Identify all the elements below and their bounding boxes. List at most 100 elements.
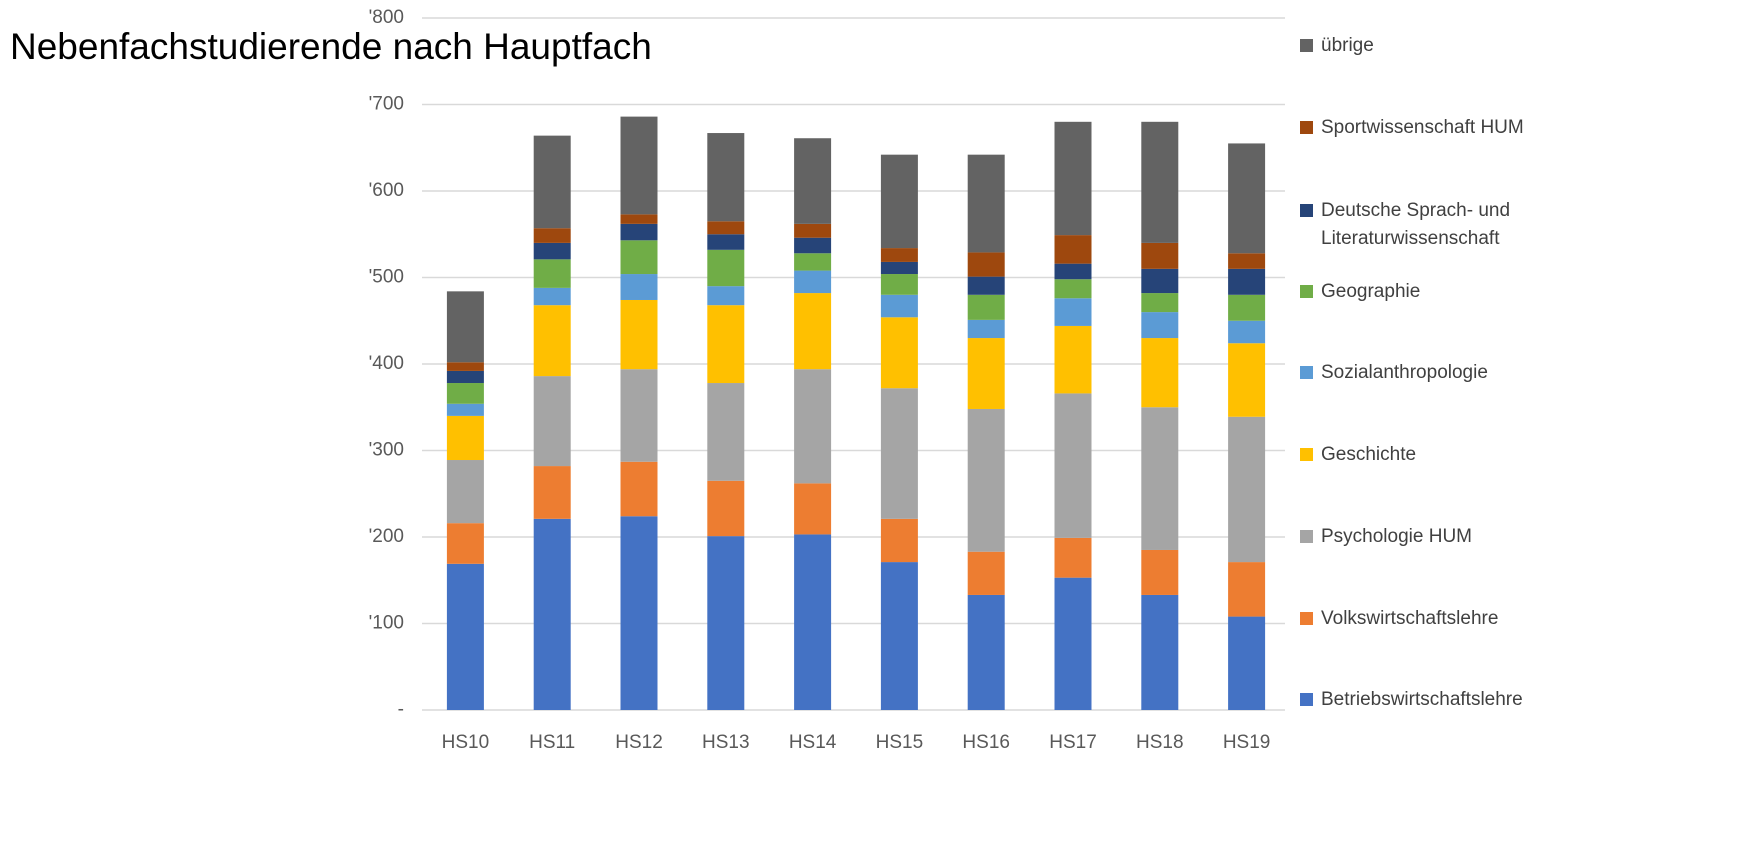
bar-segment <box>446 291 484 363</box>
bar-segment <box>1054 263 1092 280</box>
bar-segment <box>707 383 745 481</box>
legend-swatch <box>1300 285 1313 298</box>
bar-segment <box>620 299 658 370</box>
bar-segment <box>880 518 918 563</box>
bar-segment <box>1228 294 1266 321</box>
bar-segment <box>1141 594 1179 710</box>
y-tick-label: '100 <box>369 613 404 634</box>
legend-item: Deutsche Sprach- und Literaturwissenscha… <box>1300 197 1540 253</box>
x-tick-label: HS18 <box>1136 732 1184 753</box>
bar-segment <box>707 234 745 250</box>
bar-segment <box>707 249 745 287</box>
legend-label: Deutsche Sprach- und Literaturwissenscha… <box>1321 200 1511 249</box>
bar-segment <box>794 483 832 535</box>
legend-item: Geographie <box>1300 278 1540 306</box>
bar-segment <box>967 319 1005 339</box>
bar-segment <box>446 460 484 524</box>
bar-segment <box>967 338 1005 409</box>
bar-segment <box>533 228 571 243</box>
bar-segment <box>446 403 484 416</box>
bar-segment <box>794 223 832 238</box>
legend-swatch <box>1300 448 1313 461</box>
bar-segment <box>1054 537 1092 578</box>
legend-label: Sportwissenschaft HUM <box>1321 117 1524 138</box>
legend-swatch <box>1300 693 1313 706</box>
bar-segment <box>446 415 484 461</box>
y-tick-label: '500 <box>369 267 404 288</box>
legend-label: übrige <box>1321 35 1374 56</box>
bar-segment <box>880 248 918 262</box>
bar-segment <box>967 252 1005 277</box>
y-tick-label: '800 <box>369 7 404 28</box>
bar-segment <box>1054 235 1092 264</box>
bar-segment <box>1228 416 1266 563</box>
x-tick-label: HS15 <box>876 732 924 753</box>
bar-segment <box>533 242 571 260</box>
bar-segment <box>446 383 484 404</box>
bar-segment <box>446 362 484 371</box>
bar-segment <box>880 562 918 710</box>
x-tick-label: HS16 <box>962 732 1010 753</box>
bar-segment <box>1141 268 1179 294</box>
bar-segment <box>1141 338 1179 408</box>
chart-title: Nebenfachstudierende nach Hauptfach <box>10 26 652 67</box>
bar-segment <box>446 563 484 710</box>
bar-segment <box>967 408 1005 552</box>
y-tick-label: - <box>398 699 404 720</box>
legend-item: übrige <box>1300 32 1540 60</box>
bar-segment <box>533 287 571 306</box>
bar-segment <box>446 523 484 564</box>
bar-segment <box>620 214 658 224</box>
bar-segment <box>1054 393 1092 538</box>
y-tick-label: '400 <box>369 353 404 374</box>
legend-swatch <box>1300 121 1313 134</box>
bar-segment <box>1054 325 1092 394</box>
legend-label: Geschichte <box>1321 444 1417 465</box>
bar-segment <box>1054 298 1092 326</box>
legend-label: Volkswirtschaftslehre <box>1321 608 1499 629</box>
bar-segment <box>794 534 832 710</box>
x-tick-label: HS12 <box>615 732 663 753</box>
legend-label: Betriebswirtschaftslehre <box>1321 689 1523 710</box>
bar-segment <box>620 516 658 710</box>
bar-segment <box>880 317 918 389</box>
bar-segment <box>1141 121 1179 243</box>
legend-label: Psychologie HUM <box>1321 526 1472 547</box>
bar-segment <box>880 154 918 249</box>
bar-segment <box>794 253 832 271</box>
bar-segment <box>1228 562 1266 617</box>
bar-segment <box>533 376 571 467</box>
legend-swatch <box>1300 366 1313 379</box>
bar-segment <box>1141 293 1179 313</box>
bar-segment <box>707 286 745 306</box>
bar-segment <box>794 237 832 254</box>
y-tick-label: '700 <box>369 94 404 115</box>
x-tick-label: HS14 <box>789 732 837 753</box>
bar-segment <box>446 370 484 384</box>
bar-segment <box>620 223 658 241</box>
bar-segment <box>1228 268 1266 295</box>
bar-segment <box>1228 143 1266 254</box>
bar-segment <box>794 270 832 294</box>
bar-segment <box>1228 343 1266 417</box>
x-tick-label: HS13 <box>702 732 750 753</box>
legend-swatch <box>1300 612 1313 625</box>
bar-segment <box>1141 407 1179 550</box>
bar-segment <box>794 138 832 224</box>
legend-label: Sozialanthropologie <box>1321 362 1488 383</box>
bar-segment <box>707 536 745 710</box>
legend-item: Geschichte <box>1300 441 1540 469</box>
y-tick-label: '200 <box>369 526 404 547</box>
bar-segment <box>620 116 658 215</box>
legend-swatch <box>1300 204 1313 217</box>
bar-segment <box>533 135 571 229</box>
x-tick-label: HS10 <box>442 732 490 753</box>
bar-segment <box>707 221 745 235</box>
bar-segment <box>620 274 658 300</box>
bar-segment <box>967 294 1005 320</box>
bar-segment <box>1228 253 1266 269</box>
bar-segment <box>794 369 832 484</box>
x-tick-label: HS17 <box>1049 732 1097 753</box>
